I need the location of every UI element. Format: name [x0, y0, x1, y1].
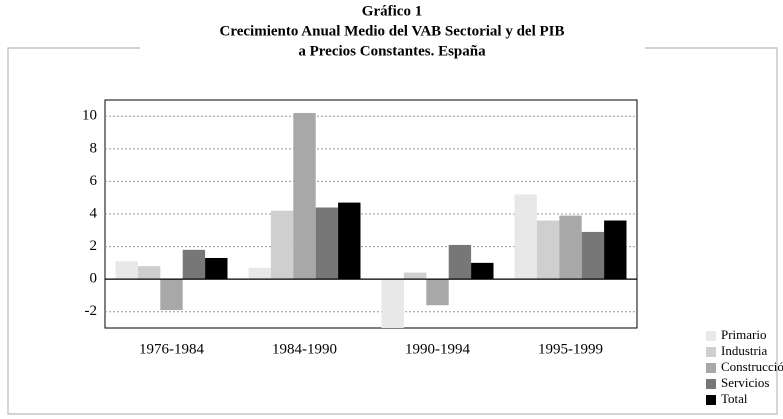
y-tick-label: 8 — [90, 140, 98, 156]
bar — [315, 207, 339, 280]
y-tick-label: 10 — [82, 108, 97, 124]
legend-swatch — [706, 395, 716, 405]
chart-title: Gráfico 1 — [362, 3, 422, 19]
bar — [160, 279, 183, 311]
y-tick-label: 6 — [90, 173, 98, 189]
x-tick-label: 1984-1990 — [272, 341, 337, 357]
legend-swatch — [706, 347, 716, 357]
bar — [559, 215, 582, 280]
legend-swatch — [706, 331, 716, 341]
chart-title: Crecimiento Anual Medio del VAB Sectoria… — [220, 23, 565, 39]
y-tick-label: 0 — [90, 271, 98, 287]
bar — [403, 272, 427, 280]
bar — [115, 261, 138, 280]
x-tick-label: 1995-1999 — [538, 341, 603, 357]
bar — [248, 267, 271, 280]
legend-label: Construcción — [721, 359, 783, 374]
y-tick-label: -2 — [85, 303, 98, 319]
y-tick-label: 4 — [90, 205, 98, 221]
frame — [7, 47, 778, 415]
bar — [536, 220, 560, 280]
x-tick-label: 1990-1994 — [405, 341, 470, 357]
y-tick-label: 2 — [90, 238, 98, 254]
bar — [293, 113, 316, 280]
x-tick-label: 1976-1984 — [139, 341, 204, 357]
bar — [471, 262, 494, 280]
bar — [604, 220, 627, 280]
bar — [381, 279, 404, 328]
bar — [448, 244, 472, 280]
legend-label: Total — [721, 391, 748, 406]
legend-label: Industria — [721, 343, 767, 358]
bar — [205, 257, 228, 280]
bar — [426, 279, 449, 306]
bar — [338, 202, 361, 280]
bar — [270, 210, 294, 280]
chart-title: a Precios Constantes. España — [298, 43, 486, 59]
bar — [514, 194, 537, 280]
bar — [182, 249, 206, 280]
legend-label: Servicios — [721, 375, 769, 390]
legend-swatch — [706, 379, 716, 389]
legend-label: Primario — [721, 327, 767, 342]
legend-swatch — [706, 363, 716, 373]
bar — [581, 231, 605, 280]
bar — [137, 266, 161, 280]
